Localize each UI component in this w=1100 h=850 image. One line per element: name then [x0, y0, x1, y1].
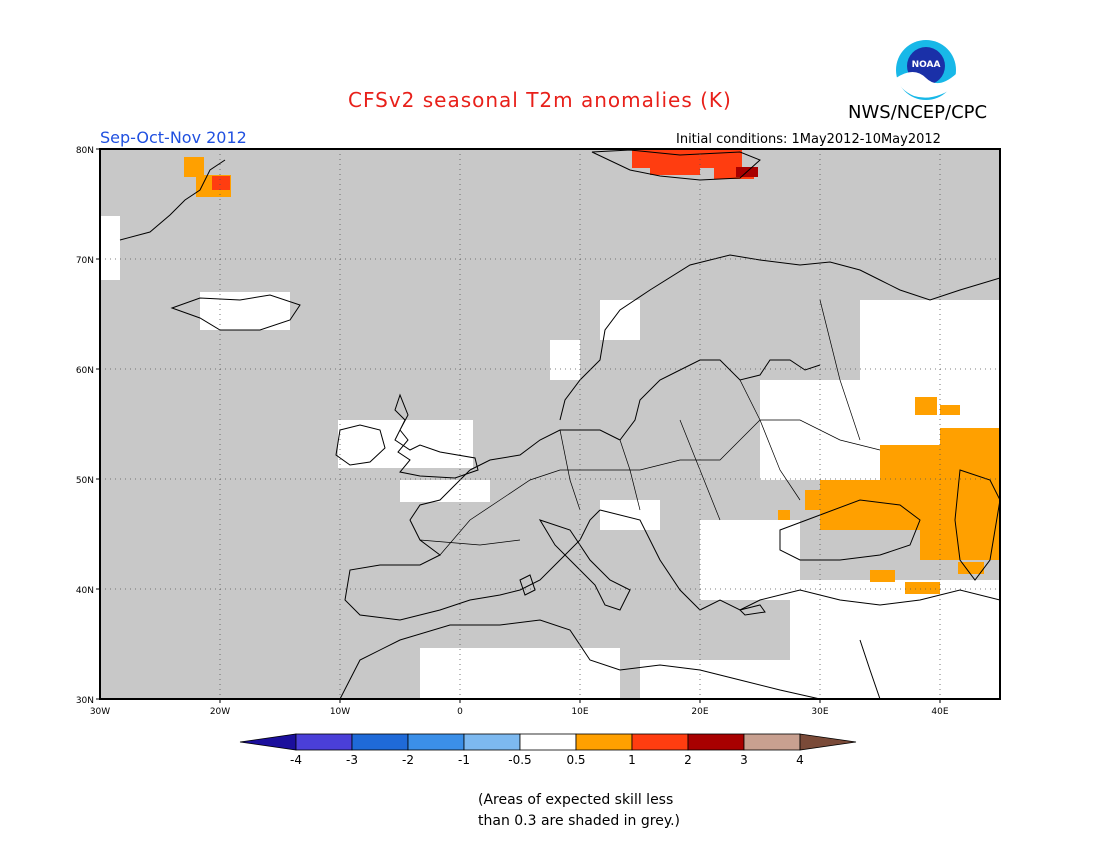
- map-title: CFSv2 seasonal T2m anomalies (K): [348, 88, 732, 112]
- legend-tick-label: -2: [402, 753, 414, 767]
- legend-swatch: [575, 733, 633, 751]
- lon-label: 0: [457, 707, 463, 717]
- latitude-labels: 80N 70N 60N 50N 40N 30N: [76, 146, 94, 706]
- graticule: [100, 149, 1000, 699]
- warm-anomaly-regions: [184, 157, 1000, 594]
- legend-swatch: [743, 733, 801, 751]
- legend-swatch: [351, 733, 409, 751]
- lat-label: 60N: [76, 366, 94, 376]
- legend-tick-label: 0.5: [566, 753, 585, 767]
- noaa-logo: NOAA: [896, 40, 956, 100]
- legend-swatch: [239, 733, 297, 751]
- lon-label: 20W: [210, 707, 230, 717]
- legend-swatch: [631, 733, 689, 751]
- lat-label: 30N: [76, 696, 94, 706]
- legend-tick-label: -3: [346, 753, 358, 767]
- lat-label: 70N: [76, 256, 94, 266]
- legend-tick-label: -0.5: [508, 753, 531, 767]
- legend-swatch: [407, 733, 465, 751]
- initial-conditions-label: Initial conditions: 1May2012-10May2012: [676, 132, 941, 147]
- lon-label: 10W: [330, 707, 350, 717]
- lon-label: 40E: [931, 707, 948, 717]
- legend-tick-label: 2: [684, 753, 692, 767]
- legend-tick-label: 1: [628, 753, 636, 767]
- longitude-ticks: [219, 699, 941, 703]
- legend-tick-label: -1: [458, 753, 470, 767]
- legend-swatch: [799, 733, 857, 751]
- footnote-line: (Areas of expected skill less: [478, 792, 674, 808]
- skill-footnote: (Areas of expected skill less than 0.3 a…: [478, 790, 680, 832]
- longitude-labels: 30W 20W 10W 0 10E 20E 30E 40E: [90, 707, 949, 717]
- lon-label: 10E: [571, 707, 588, 717]
- legend-swatch: [519, 733, 577, 751]
- logo-text: NOAA: [912, 60, 941, 70]
- lat-label: 50N: [76, 476, 94, 486]
- lat-label: 80N: [76, 146, 94, 156]
- latitude-ticks: [96, 148, 100, 700]
- footnote-line: than 0.3 are shaded in grey.): [478, 813, 681, 829]
- legend-labels: -4 -3 -2 -1 -0.5 0.5 1 2 3 4: [290, 753, 804, 767]
- map-frame: [99, 148, 1001, 700]
- legend-swatch: [687, 733, 745, 751]
- season-label: Sep-Oct-Nov 2012: [100, 128, 247, 147]
- legend-tick-label: -4: [290, 753, 302, 767]
- legend-swatch: [463, 733, 521, 751]
- lon-label: 30E: [811, 707, 828, 717]
- near-normal-regions: [100, 216, 1000, 699]
- lon-label: 20E: [691, 707, 708, 717]
- lon-label: 30W: [90, 707, 110, 717]
- country-borders: [419, 299, 881, 556]
- lat-label: 40N: [76, 586, 94, 596]
- legend-swatch: [295, 733, 353, 751]
- organization-label: NWS/NCEP/CPC: [848, 102, 988, 123]
- color-legend: [239, 733, 857, 751]
- legend-tick-label: 4: [796, 753, 804, 767]
- legend-tick-label: 3: [740, 753, 748, 767]
